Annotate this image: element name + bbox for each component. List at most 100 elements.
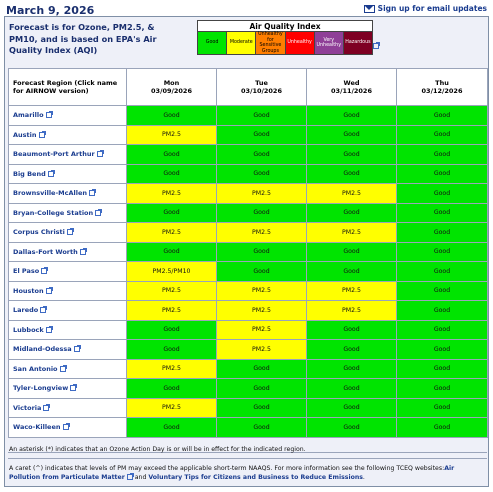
region-link[interactable]: Victoria bbox=[8, 397, 127, 418]
table-row: Tyler-Longview Good Good Good Good bbox=[8, 378, 488, 399]
day-date: 03/09/2026 bbox=[151, 87, 192, 95]
aqi-legend[interactable]: Air Quality Index Good Moderate Unhealthy … bbox=[197, 20, 373, 58]
tips-link[interactable]: Voluntary Tips for Citizens and Business… bbox=[148, 474, 363, 481]
forecast-cell: Good bbox=[216, 163, 307, 184]
external-link-icon[interactable] bbox=[45, 325, 53, 333]
region-link[interactable]: Amarillo bbox=[8, 105, 127, 126]
aqi-legend-item: Hazardous bbox=[343, 32, 373, 54]
region-link[interactable]: Corpus Christi bbox=[8, 222, 127, 243]
day-column-header: Tue 03/10/2026 bbox=[216, 68, 307, 106]
external-link-icon[interactable] bbox=[79, 247, 87, 255]
forecast-cell: Good bbox=[306, 144, 397, 165]
region-link[interactable]: Houston bbox=[8, 280, 127, 301]
forecast-cell: Good bbox=[306, 339, 397, 360]
region-link[interactable]: Brownsville-McAllen bbox=[8, 183, 127, 204]
forecast-cell: PM2.5 bbox=[126, 280, 217, 301]
email-signup-link[interactable]: Sign up for email updates bbox=[363, 4, 487, 13]
region-link[interactable]: Big Bend bbox=[8, 163, 127, 184]
forecast-cell: Good bbox=[396, 358, 488, 379]
region-name: San Antonio bbox=[13, 364, 58, 373]
region-name: Midland-Odessa bbox=[13, 345, 72, 354]
divider bbox=[8, 458, 487, 459]
region-link[interactable]: Laredo bbox=[8, 300, 127, 321]
forecast-cell: PM2.5 bbox=[216, 222, 307, 243]
region-link[interactable]: Waco-Killeen bbox=[8, 417, 127, 438]
external-link-icon[interactable] bbox=[62, 423, 70, 431]
forecast-cell: Good bbox=[216, 261, 307, 282]
forecast-cell: Good bbox=[126, 105, 217, 126]
external-link-icon[interactable] bbox=[95, 208, 103, 216]
region-name: Big Bend bbox=[13, 169, 46, 178]
region-link[interactable]: San Antonio bbox=[8, 358, 127, 379]
table-row: Waco-Killeen Good Good Good Good bbox=[8, 417, 488, 438]
table-row: Corpus Christi PM2.5 PM2.5 PM2.5 Good bbox=[8, 222, 488, 243]
pm-link[interactable]: Air Pollution from Particulate Matter bbox=[9, 465, 455, 481]
forecast-cell: PM2.5 bbox=[216, 300, 307, 321]
region-name: Tyler-Longview bbox=[13, 384, 69, 393]
forecast-cell: Good bbox=[126, 144, 217, 165]
region-link[interactable]: Lubbock bbox=[8, 319, 127, 340]
external-link-icon[interactable] bbox=[89, 189, 96, 197]
forecast-cell: Good bbox=[216, 105, 307, 126]
external-link-icon[interactable] bbox=[126, 473, 134, 480]
forecast-cell: PM2.5 bbox=[306, 222, 397, 243]
region-link[interactable]: Dallas-Fort Worth bbox=[8, 241, 127, 262]
region-name: Laredo bbox=[13, 306, 39, 315]
external-link-icon[interactable] bbox=[45, 111, 53, 119]
forecast-cell: Good bbox=[396, 280, 488, 301]
region-link[interactable]: Beaumont-Port Arthur bbox=[8, 144, 127, 165]
forecast-cell: PM2.5/PM10 bbox=[126, 261, 217, 282]
asterisk-note: An asterisk (*) indicates that an Ozone … bbox=[9, 446, 306, 453]
forecast-cell: Good bbox=[306, 261, 397, 282]
envelope-icon bbox=[363, 4, 375, 13]
forecast-cell: Good bbox=[126, 378, 217, 399]
forecast-cell: PM2.5 bbox=[126, 300, 217, 321]
region-link[interactable]: Tyler-Longview bbox=[8, 378, 127, 399]
day-name: Mon bbox=[163, 79, 180, 87]
external-link-icon[interactable] bbox=[373, 42, 380, 49]
day-date: 03/12/2026 bbox=[421, 87, 463, 95]
aqi-legend-item: Good bbox=[198, 32, 228, 54]
region-name: Brownsville-McAllen bbox=[13, 189, 87, 198]
forecast-cell: PM2.5 bbox=[126, 183, 217, 204]
caret-note: A caret (^) indicates that levels of PM … bbox=[9, 464, 484, 482]
forecast-cell: PM2.5 bbox=[126, 358, 217, 379]
external-link-icon[interactable] bbox=[43, 403, 51, 411]
region-link[interactable]: Midland-Odessa bbox=[8, 339, 127, 360]
forecast-cell: Good bbox=[306, 417, 397, 438]
region-column-header: Forecast Region (Click name for AIRNOW v… bbox=[8, 68, 127, 106]
external-link-icon[interactable] bbox=[70, 384, 78, 392]
region-name: Houston bbox=[13, 286, 44, 295]
region-name: Victoria bbox=[13, 403, 42, 412]
table-row: San Antonio PM2.5 Good Good Good bbox=[8, 358, 488, 379]
external-link-icon[interactable] bbox=[59, 364, 67, 372]
day-name: Tue bbox=[255, 79, 268, 87]
external-link-icon[interactable] bbox=[73, 345, 81, 353]
external-link-icon[interactable] bbox=[66, 228, 74, 236]
forecast-cell: Good bbox=[126, 319, 217, 340]
external-link-icon[interactable] bbox=[45, 286, 53, 294]
forecast-cell: Good bbox=[126, 417, 217, 438]
table-row: Beaumont-Port Arthur Good Good Good Good bbox=[8, 144, 488, 165]
external-link-icon[interactable] bbox=[47, 169, 55, 177]
external-link-icon[interactable] bbox=[96, 150, 104, 158]
region-name: Amarillo bbox=[13, 111, 44, 120]
forecast-cell: Good bbox=[306, 202, 397, 223]
table-row: Dallas-Fort Worth Good Good Good Good bbox=[8, 241, 488, 262]
table-row: Big Bend Good Good Good Good bbox=[8, 163, 488, 184]
table-row: Laredo PM2.5 PM2.5 PM2.5 Good bbox=[8, 300, 488, 321]
and-text: and bbox=[134, 474, 147, 481]
external-link-icon[interactable] bbox=[41, 267, 49, 275]
day-name: Wed bbox=[343, 79, 360, 87]
day-date: 03/11/2026 bbox=[331, 87, 372, 95]
region-link[interactable]: Austin bbox=[8, 124, 127, 145]
forecast-cell: PM2.5 bbox=[216, 339, 307, 360]
forecast-cell: Good bbox=[396, 124, 488, 145]
region-link[interactable]: Bryan-College Station bbox=[8, 202, 127, 223]
external-link-icon[interactable] bbox=[38, 130, 46, 138]
forecast-cell: Good bbox=[126, 339, 217, 360]
forecast-cell: PM2.5 bbox=[306, 183, 397, 204]
region-name: Austin bbox=[13, 130, 37, 139]
external-link-icon[interactable] bbox=[40, 306, 48, 314]
region-link[interactable]: El Paso bbox=[8, 261, 127, 282]
